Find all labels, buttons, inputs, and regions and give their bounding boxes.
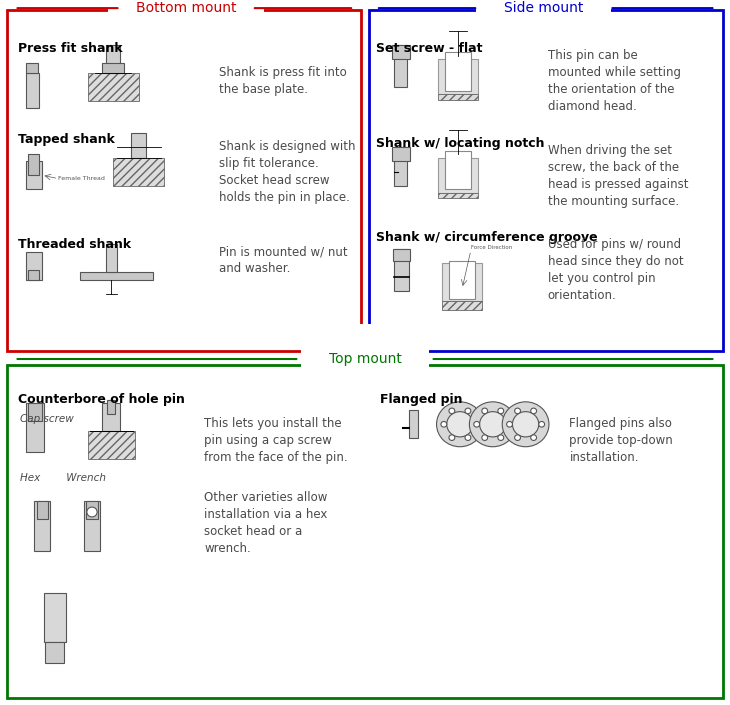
Circle shape <box>498 408 504 414</box>
Bar <box>393 249 410 262</box>
Circle shape <box>531 408 537 414</box>
Text: Shank is designed with
slip fit tolerance.
Socket head screw
holds the pin in pl: Shank is designed with slip fit toleranc… <box>219 140 356 204</box>
Bar <box>107 400 115 414</box>
Bar <box>88 73 139 102</box>
Bar <box>445 52 471 91</box>
Bar <box>106 244 117 272</box>
Text: Shank is press fit into
the base plate.: Shank is press fit into the base plate. <box>219 66 347 97</box>
Circle shape <box>87 507 97 517</box>
Bar <box>26 252 42 281</box>
Circle shape <box>474 422 480 427</box>
Bar <box>44 593 66 642</box>
FancyBboxPatch shape <box>7 364 723 698</box>
Text: Flanged pins also
provide top-down
installation.: Flanged pins also provide top-down insta… <box>569 417 673 465</box>
Bar <box>392 45 410 59</box>
Bar <box>26 63 38 73</box>
Circle shape <box>480 412 506 437</box>
Bar <box>438 59 478 94</box>
Text: Side mount: Side mount <box>504 1 583 15</box>
Circle shape <box>506 422 512 427</box>
FancyBboxPatch shape <box>369 10 723 350</box>
Bar <box>28 270 39 281</box>
Bar <box>438 192 478 198</box>
Bar <box>113 158 164 185</box>
Bar <box>88 431 135 460</box>
Circle shape <box>449 435 455 441</box>
Circle shape <box>437 402 483 447</box>
Bar <box>26 161 42 189</box>
Circle shape <box>515 408 520 414</box>
Bar <box>45 642 64 663</box>
Text: Threaded shank: Threaded shank <box>18 238 131 251</box>
Bar <box>36 501 48 519</box>
Bar <box>84 501 100 551</box>
Bar <box>445 151 471 189</box>
Circle shape <box>515 435 520 441</box>
Bar <box>131 133 146 158</box>
Bar <box>394 147 407 185</box>
Bar <box>28 154 39 175</box>
Text: Female Thread: Female Thread <box>58 176 105 181</box>
Circle shape <box>502 402 549 447</box>
Circle shape <box>498 435 504 441</box>
Bar <box>102 63 124 73</box>
Bar <box>26 403 44 453</box>
Text: Shank w/ circumference groove: Shank w/ circumference groove <box>376 231 598 245</box>
Text: Shank w/ locating notch: Shank w/ locating notch <box>376 137 545 149</box>
Bar <box>80 272 153 281</box>
Text: Set screw - flat: Set screw - flat <box>376 42 483 55</box>
Text: Bottom mount: Bottom mount <box>136 1 237 15</box>
Bar <box>394 249 409 291</box>
Bar <box>28 403 42 421</box>
Text: This lets you install the
pin using a cap screw
from the face of the pin.: This lets you install the pin using a ca… <box>204 417 348 465</box>
Circle shape <box>465 435 471 441</box>
Circle shape <box>482 408 488 414</box>
Bar <box>392 147 410 161</box>
Circle shape <box>531 435 537 441</box>
Circle shape <box>539 422 545 427</box>
Circle shape <box>447 412 473 437</box>
Text: Pin is mounted w/ nut
and washer.: Pin is mounted w/ nut and washer. <box>219 245 347 276</box>
Circle shape <box>441 422 447 427</box>
Text: Press fit shank: Press fit shank <box>18 42 123 55</box>
Bar <box>394 45 407 87</box>
Bar <box>106 45 120 73</box>
Circle shape <box>512 412 539 437</box>
Bar <box>34 501 50 551</box>
Bar <box>442 263 482 302</box>
Text: Tapped shank: Tapped shank <box>18 133 115 146</box>
Text: Other varieties allow
installation via a hex
socket head or a
wrench.: Other varieties allow installation via a… <box>204 491 328 555</box>
Text: Cap screw: Cap screw <box>20 414 74 424</box>
Text: Flanged pin: Flanged pin <box>380 393 462 405</box>
Bar <box>449 261 474 300</box>
Text: This pin can be
mounted while setting
the orientation of the
diamond head.: This pin can be mounted while setting th… <box>548 49 680 113</box>
Bar <box>86 501 98 519</box>
Text: When driving the set
screw, the back of the
head is pressed against
the mounting: When driving the set screw, the back of … <box>548 144 688 207</box>
Circle shape <box>469 402 516 447</box>
Circle shape <box>482 435 488 441</box>
Bar <box>102 403 120 431</box>
FancyBboxPatch shape <box>7 10 361 350</box>
Circle shape <box>507 422 512 427</box>
Bar <box>26 73 39 109</box>
Bar <box>438 158 478 192</box>
Text: Used for pins w/ round
head since they do not
let you control pin
orientation.: Used for pins w/ round head since they d… <box>548 238 683 302</box>
Circle shape <box>465 408 471 414</box>
Text: Force Direction: Force Direction <box>471 245 512 250</box>
Bar <box>442 302 482 310</box>
Text: Top mount: Top mount <box>328 352 402 366</box>
Circle shape <box>449 408 455 414</box>
Circle shape <box>473 422 479 427</box>
Bar <box>409 410 418 439</box>
Bar <box>438 94 478 100</box>
Text: Hex        Wrench: Hex Wrench <box>20 473 107 484</box>
Text: Counterbore of hole pin: Counterbore of hole pin <box>18 393 185 405</box>
